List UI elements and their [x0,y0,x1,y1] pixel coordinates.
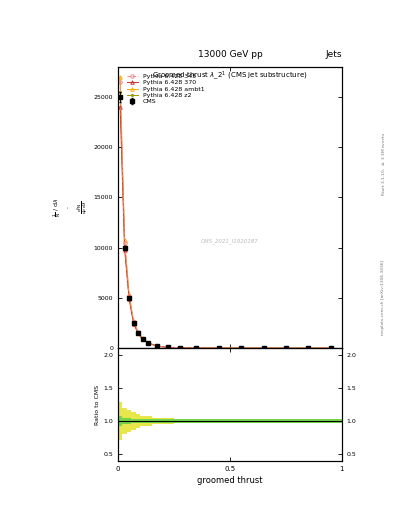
Pythia 6.428 ambt1 [329,345,333,351]
Pythia 6.428 ambt1 [122,237,127,243]
Pythia 6.428 345 [306,345,311,351]
Pythia 6.428 z2 [329,345,333,351]
Text: CMS_2021_I1920187: CMS_2021_I1920187 [201,238,259,244]
Pythia 6.428 z2 [239,345,244,351]
X-axis label: groomed thrust: groomed thrust [197,476,263,485]
Pythia 6.428 ambt1 [155,343,160,349]
Pythia 6.428 345 [136,329,140,335]
Pythia 6.428 370 [122,247,127,253]
Pythia 6.428 z2 [127,294,131,300]
Pythia 6.428 345 [239,345,244,351]
Pythia 6.428 ambt1 [118,74,123,80]
Pythia 6.428 370 [216,345,221,351]
Pythia 6.428 z2 [177,345,182,351]
Pythia 6.428 370 [118,104,123,110]
Pythia 6.428 z2 [136,330,140,336]
Pythia 6.428 345 [140,335,145,342]
Pythia 6.428 345 [177,345,182,351]
Pythia 6.428 z2 [166,344,171,350]
Pythia 6.428 z2 [146,340,151,346]
Pythia 6.428 370 [127,296,131,302]
Legend: Pythia 6.428 345, Pythia 6.428 370, Pythia 6.428 ambt1, Pythia 6.428 z2, CMS: Pythia 6.428 345, Pythia 6.428 370, Pyth… [125,73,206,105]
Pythia 6.428 370 [261,345,266,351]
Line: Pythia 6.428 370: Pythia 6.428 370 [118,105,332,350]
Pythia 6.428 ambt1 [261,345,266,351]
Pythia 6.428 ambt1 [194,345,198,351]
Pythia 6.428 z2 [216,345,221,351]
Pythia 6.428 ambt1 [136,329,140,335]
Pythia 6.428 ambt1 [177,345,182,351]
Text: Rivet 3.1.10, $\geq$ 3.3M events: Rivet 3.1.10, $\geq$ 3.3M events [380,132,387,196]
Pythia 6.428 ambt1 [216,345,221,351]
Pythia 6.428 370 [177,345,182,351]
Pythia 6.428 ambt1 [131,318,136,324]
Text: Jets: Jets [325,50,342,59]
Pythia 6.428 370 [329,345,333,351]
Pythia 6.428 ambt1 [239,345,244,351]
Pythia 6.428 ambt1 [127,291,131,297]
Pythia 6.428 345 [216,345,221,351]
Y-axis label: Ratio to CMS: Ratio to CMS [95,385,100,424]
Pythia 6.428 345 [155,343,160,349]
Pythia 6.428 345 [284,345,288,351]
Pythia 6.428 370 [140,336,145,343]
Pythia 6.428 z2 [155,343,160,349]
Pythia 6.428 370 [136,330,140,336]
Y-axis label: $\frac{1}{\mathrm{N}}$ / $\mathrm{d}\lambda$
$\cdot$
$\frac{\mathrm{d}^2\mathrm{: $\frac{1}{\mathrm{N}}$ / $\mathrm{d}\lam… [51,198,91,217]
Pythia 6.428 370 [146,340,151,346]
Line: Pythia 6.428 ambt1: Pythia 6.428 ambt1 [118,75,332,350]
Pythia 6.428 ambt1 [140,335,145,342]
Line: Pythia 6.428 z2: Pythia 6.428 z2 [118,90,332,350]
Pythia 6.428 345 [194,345,198,351]
Pythia 6.428 370 [194,345,198,351]
Pythia 6.428 z2 [122,243,127,249]
Pythia 6.428 ambt1 [284,345,288,351]
Pythia 6.428 z2 [306,345,311,351]
Pythia 6.428 345 [122,240,127,246]
Pythia 6.428 370 [131,321,136,327]
Pythia 6.428 ambt1 [166,344,171,350]
Pythia 6.428 z2 [131,319,136,326]
Pythia 6.428 370 [166,344,171,350]
Pythia 6.428 370 [306,345,311,351]
Pythia 6.428 z2 [194,345,198,351]
Pythia 6.428 370 [284,345,288,351]
Pythia 6.428 ambt1 [146,339,151,346]
Text: mcplots.cern.ch [arXiv:1306.3436]: mcplots.cern.ch [arXiv:1306.3436] [381,260,385,334]
Pythia 6.428 345 [329,345,333,351]
Pythia 6.428 ambt1 [306,345,311,351]
Pythia 6.428 370 [155,343,160,349]
Pythia 6.428 345 [118,78,123,84]
Pythia 6.428 z2 [118,89,123,95]
Pythia 6.428 z2 [140,336,145,342]
Pythia 6.428 345 [127,293,131,299]
Text: Groomed thrust $\lambda\_2^1$ (CMS jet substructure): Groomed thrust $\lambda\_2^1$ (CMS jet s… [152,70,308,82]
Pythia 6.428 345 [131,319,136,325]
Pythia 6.428 370 [239,345,244,351]
Line: Pythia 6.428 345: Pythia 6.428 345 [118,80,332,350]
Pythia 6.428 345 [261,345,266,351]
Pythia 6.428 z2 [261,345,266,351]
Text: 13000 GeV pp: 13000 GeV pp [198,50,262,59]
Pythia 6.428 345 [146,340,151,346]
Pythia 6.428 z2 [284,345,288,351]
Pythia 6.428 345 [166,344,171,350]
